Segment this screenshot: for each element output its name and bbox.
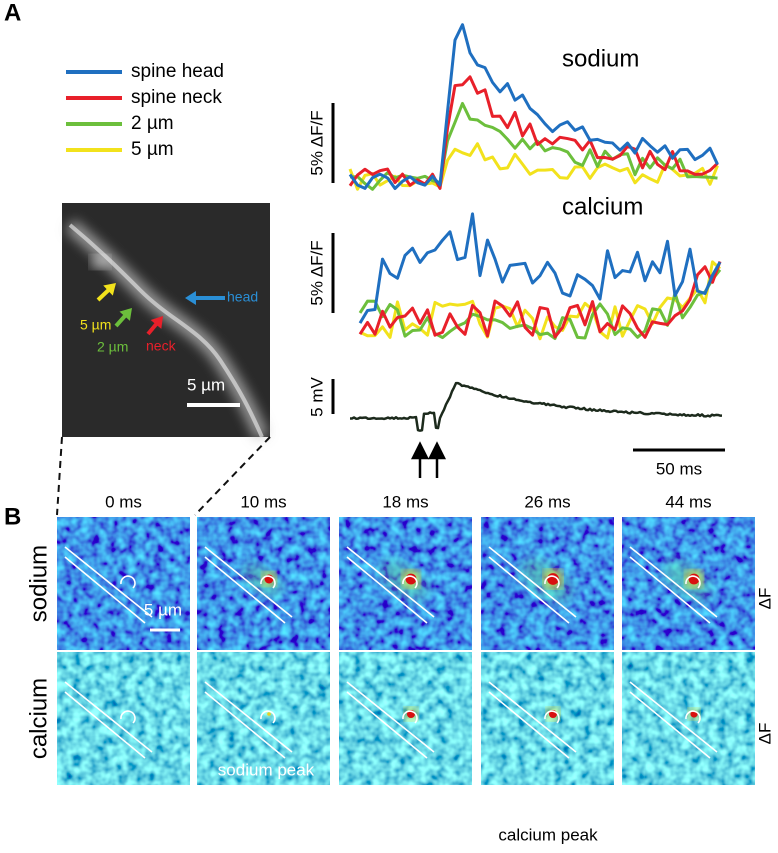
trace	[358, 261, 722, 339]
image-tile	[339, 517, 472, 650]
arrow-label: head	[227, 289, 258, 305]
column-label: 0 ms	[105, 492, 142, 511]
legend-label: 2 µm	[131, 113, 174, 134]
annotation: sodium peak	[218, 760, 315, 779]
column-label: 10 ms	[240, 492, 286, 511]
scale-bar-label: 5 µm	[144, 600, 182, 619]
image-grid	[57, 517, 755, 785]
trace	[348, 75, 719, 190]
stim-arrows	[410, 441, 447, 478]
trace	[358, 268, 722, 341]
legend-label: spine neck	[131, 87, 222, 108]
row-label: sodium	[25, 545, 52, 622]
legend-label: spine head	[131, 61, 224, 82]
column-label: 18 ms	[382, 492, 428, 511]
micrograph	[62, 203, 270, 440]
traces	[348, 23, 723, 432]
trace	[348, 23, 719, 191]
panel-label: B	[4, 503, 21, 530]
panel-label: A	[4, 0, 21, 26]
column-label: 44 ms	[665, 492, 711, 511]
row-label: calcium	[25, 678, 52, 759]
annotation: calcium peak	[498, 825, 598, 844]
pointer-head	[103, 283, 116, 296]
trace-title: calcium	[562, 193, 643, 220]
image-tile	[481, 652, 614, 785]
trace-title: sodium	[562, 45, 639, 72]
image-tile	[339, 652, 472, 785]
column-label: 26 ms	[524, 492, 570, 511]
image-tile	[57, 652, 190, 785]
zoom-line	[56, 436, 63, 516]
arrow-label: 2 µm	[97, 339, 128, 355]
scale-label: 5 mV	[307, 377, 326, 417]
trace	[358, 212, 722, 324]
image-tile	[622, 652, 755, 785]
scale-bar-label: 5 µm	[187, 375, 225, 394]
trace	[349, 381, 723, 432]
pointer-head	[119, 308, 132, 321]
arrow-label: neck	[146, 338, 177, 354]
image-tile	[57, 517, 190, 650]
scale-label: 50 ms	[656, 459, 702, 478]
legend-label: 5 µm	[131, 139, 174, 160]
image-tile	[481, 517, 614, 650]
image-tile	[622, 517, 755, 650]
row-unit: ΔF	[755, 588, 774, 610]
pointer-head	[150, 316, 163, 329]
image-tile	[197, 652, 330, 785]
arrow-label: 5 µm	[80, 317, 111, 333]
scale-label: 5% ΔF/F	[307, 240, 326, 305]
scale-label: 5% ΔF/F	[307, 110, 326, 175]
zoom-line	[194, 436, 271, 516]
pointer-head	[185, 291, 196, 305]
image-tile	[197, 517, 330, 650]
row-unit: ΔF	[755, 723, 774, 745]
